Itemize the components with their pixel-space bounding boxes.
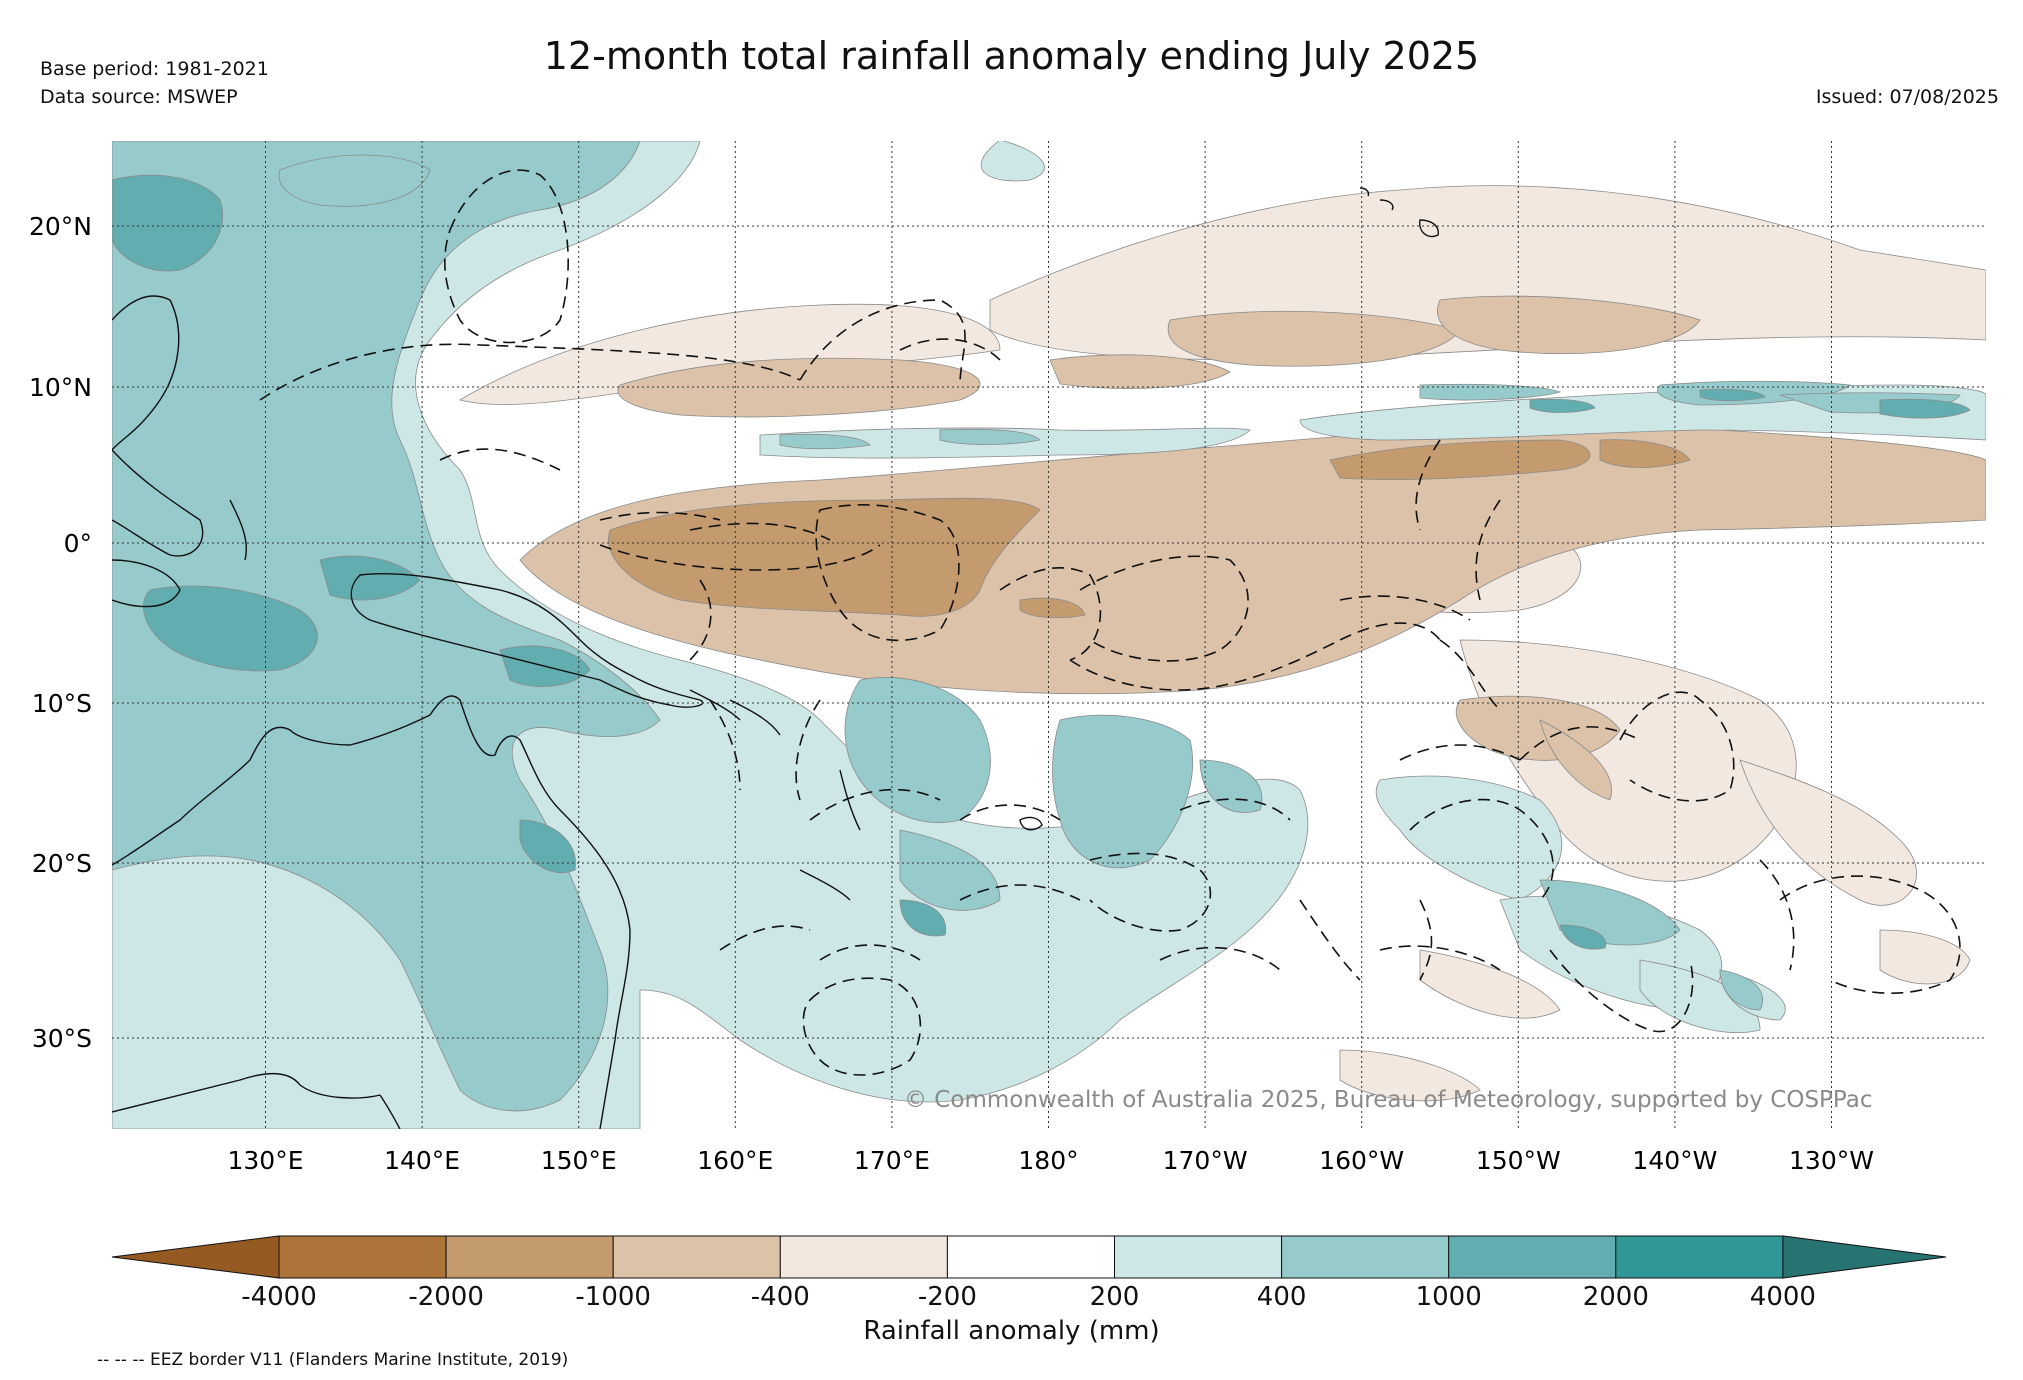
wet-strong-anomaly-areas	[112, 174, 1971, 950]
colorbar-tick-label: 200	[1089, 1282, 1140, 1312]
latitude-label: 10°S	[32, 689, 92, 718]
dry-strong-anomaly-areas	[608, 439, 1691, 619]
data-source-note: Data source: MSWEP	[40, 86, 238, 108]
colorbar-tick-label: -200	[917, 1282, 977, 1312]
colorbar-tick-label: 1000	[1415, 1282, 1482, 1312]
longitude-label: 180°	[1018, 1146, 1078, 1175]
longitude-labels: 130°E 140°E 150°E 160°E 170°E 180° 170°W 160°W 1…	[227, 1146, 1873, 1175]
longitude-label: 130°E	[227, 1146, 303, 1175]
longitude-label: 170°W	[1163, 1146, 1248, 1175]
eez-border-note: -- -- -- EEZ border V11 (Flanders Marine…	[97, 1350, 569, 1370]
colorbar-title: Rainfall anomaly (mm)	[863, 1316, 1160, 1346]
latitude-labels: 20°N 10°N 0° 10°S 20°S 30°S	[29, 212, 92, 1053]
colorbar-bin	[1448, 1235, 1617, 1279]
longitude-label: 150°W	[1476, 1146, 1561, 1175]
colorbar-bin	[1615, 1235, 1784, 1279]
colorbar	[111, 1235, 1947, 1279]
longitude-label: 130°W	[1789, 1146, 1874, 1175]
colorbar-bin	[1114, 1235, 1283, 1279]
colorbar-bin	[445, 1235, 614, 1279]
colorbar-tick-label: 2000	[1582, 1282, 1649, 1312]
colorbar-upper-extension	[1782, 1235, 1947, 1279]
wet-moderate-anomaly-areas	[112, 141, 1961, 1112]
graticule	[112, 141, 1986, 1129]
map-title: 12-month total rainfall anomaly ending J…	[543, 34, 1480, 78]
colorbar-lower-extension	[111, 1235, 280, 1279]
colorbar-bin	[612, 1235, 781, 1279]
longitude-label: 160°E	[697, 1146, 773, 1175]
latitude-label: 20°N	[29, 212, 92, 241]
colorbar-tick-label: 4000	[1749, 1282, 1816, 1312]
colorbar-tick-label: -400	[750, 1282, 810, 1312]
longitude-label: 160°W	[1319, 1146, 1404, 1175]
colorbar-tick-label: 400	[1256, 1282, 1307, 1312]
latitude-label: 20°S	[32, 849, 92, 878]
dry-moderate-anomaly-areas	[519, 295, 1986, 801]
colorbar-bin	[779, 1235, 948, 1279]
issued-date: Issued: 07/08/2025	[1815, 86, 1999, 108]
longitude-label: 140°E	[384, 1146, 460, 1175]
colorbar-bin	[278, 1235, 447, 1279]
latitude-label: 0°	[64, 529, 92, 558]
colorbar-bin	[946, 1235, 1116, 1279]
map-panel	[112, 141, 1986, 1129]
coastlines	[112, 187, 1439, 1129]
eez-borders	[259, 169, 1961, 1076]
colorbar-tick-label: -1000	[575, 1282, 651, 1312]
latitude-label: 10°N	[29, 373, 92, 402]
colorbar-tick-label: -4000	[241, 1282, 317, 1312]
longitude-label: 150°E	[541, 1146, 617, 1175]
longitude-label: 170°E	[854, 1146, 930, 1175]
base-period-note: Base period: 1981-2021	[40, 58, 269, 80]
copyright-note: © Commonwealth of Australia 2025, Bureau…	[904, 1087, 1873, 1113]
latitude-label: 30°S	[32, 1024, 92, 1053]
colorbar-bin	[1281, 1235, 1450, 1279]
longitude-label: 140°W	[1632, 1146, 1717, 1175]
colorbar-tick-label: -2000	[408, 1282, 484, 1312]
